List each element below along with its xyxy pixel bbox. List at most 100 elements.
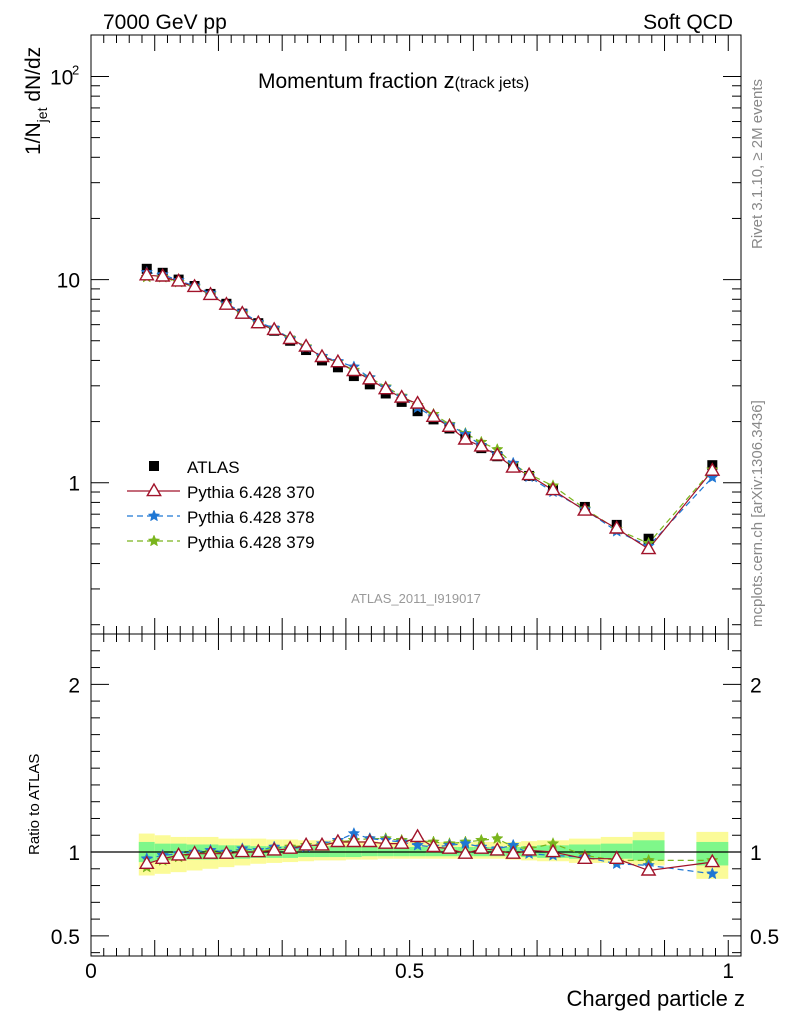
y-axis-label-main: 1/N <box>22 122 45 155</box>
series-marker <box>330 353 346 368</box>
series-marker <box>489 447 506 461</box>
header-left: 7000 GeV pp <box>103 11 227 34</box>
ratio-series-marker <box>266 841 283 856</box>
series-marker <box>473 438 490 452</box>
series-marker <box>425 408 442 422</box>
series-marker <box>457 430 474 445</box>
chart-title-sub: (track jets) <box>455 75 530 92</box>
ratio-series-marker <box>330 833 346 848</box>
ratio-y-axis-label: Ratio to ATLAS <box>26 754 43 855</box>
chart-title: Momentum fraction z(track jets) <box>258 68 529 93</box>
y-tick-label: 1 <box>68 473 80 496</box>
y-tick-label-top-exp: 2 <box>72 62 79 77</box>
header-right: Soft QCD <box>643 11 733 34</box>
series-marker <box>409 395 426 409</box>
series-line <box>146 271 713 547</box>
legend: ATLAS Pythia 6.428 370 Pythia 6.428 378 Pyt… <box>127 458 315 552</box>
ratio-series-marker <box>154 850 171 864</box>
ratio-series-marker <box>545 843 561 858</box>
ratio-tick-label-right: 2 <box>750 674 762 697</box>
ratio-tick-label-left: 2 <box>68 674 80 697</box>
series-marker <box>704 462 721 476</box>
series-marker <box>441 418 458 432</box>
watermark: ATLAS_2011_I919017 <box>351 591 481 606</box>
series-marker <box>345 362 362 377</box>
ratio-series-marker <box>457 845 474 859</box>
ratio-band-inner <box>361 846 378 857</box>
ratio-frame <box>90 633 742 957</box>
ratio-series-marker <box>170 847 187 861</box>
mcplots-label: mcplots.cern.ch [arXiv:1306.3436] <box>749 400 766 627</box>
chart-title-z: z <box>444 68 455 93</box>
series-marker <box>186 278 203 293</box>
data-point <box>412 406 423 417</box>
ratio-series-marker <box>608 850 625 864</box>
series-marker <box>138 266 155 281</box>
ratio-series-lines <box>138 826 721 880</box>
rivet-label: Rivet 3.1.10, ≥ 2M events <box>749 79 766 249</box>
series-marker <box>154 267 171 282</box>
series-line <box>146 276 713 545</box>
ratio-tick-label-right: 1 <box>750 842 762 865</box>
x-axis-label: Charged particle z <box>566 986 745 1011</box>
legend-label: Pythia 6.428 378 <box>187 508 315 527</box>
legend-marker-data <box>149 461 159 471</box>
series-marker <box>361 370 378 385</box>
ratio-band-inner <box>696 841 729 866</box>
main-series-lines <box>138 263 721 555</box>
ratio-series-marker <box>640 862 657 876</box>
ratio-tick-label-right: 0.5 <box>750 926 779 949</box>
series-marker <box>250 314 267 329</box>
series-marker <box>576 502 593 516</box>
ratio-series-marker <box>704 853 721 868</box>
series-marker <box>266 321 283 336</box>
ratio-series-marker <box>345 833 362 848</box>
ratio-series-marker <box>409 828 426 843</box>
series-marker <box>377 380 394 395</box>
y-tick-label-top: 10 <box>50 66 73 89</box>
x-tick-label: 0.5 <box>395 960 424 983</box>
legend-marker <box>147 534 161 547</box>
chart-title-main: Momentum fraction <box>258 70 444 93</box>
y-axis-label: 1/Njet dN/dz <box>22 47 50 155</box>
series-marker <box>170 273 187 287</box>
ratio-series-marker <box>250 843 267 858</box>
series-marker <box>202 286 219 301</box>
legend-label-data: ATLAS <box>187 458 240 477</box>
ratio-series-marker <box>441 840 458 854</box>
series-marker <box>640 540 657 555</box>
ratio-tick-label-left: 0.5 <box>51 926 80 949</box>
ratio-series-marker <box>489 841 506 856</box>
ratio-series-marker <box>314 836 330 851</box>
ratio-series-marker <box>234 843 251 858</box>
ratio-series-marker <box>576 850 593 864</box>
y-axis-label-sub: jet <box>34 107 50 123</box>
x-tick-label: 0 <box>85 960 97 983</box>
ratio-series-marker <box>411 838 424 851</box>
ratio-series-marker <box>425 838 442 853</box>
x-tick-label: 1 <box>722 960 734 983</box>
ratio-series-marker <box>202 845 219 859</box>
series-marker <box>521 466 538 481</box>
series-marker <box>298 338 314 352</box>
ratio-series-marker <box>473 840 490 854</box>
series-marker <box>545 481 561 496</box>
ratio-series-marker <box>377 835 394 849</box>
ratio-series-marker <box>218 845 235 859</box>
series-marker <box>282 330 299 345</box>
series-marker <box>393 389 410 403</box>
ratio-tick-label-left: 1 <box>68 842 80 865</box>
legend-label: Pythia 6.428 370 <box>187 483 315 502</box>
series-marker <box>608 520 625 534</box>
ratio-series-marker <box>393 835 410 849</box>
ratio-series-marker <box>505 845 522 859</box>
series-marker <box>314 348 330 363</box>
ratio-series-marker <box>282 840 299 854</box>
ratio-series-marker <box>138 855 155 869</box>
ratio-series-marker <box>705 867 719 880</box>
y-axis-label-rest: dN/dz <box>22 47 45 108</box>
ratio-series-marker <box>490 831 504 845</box>
series-marker <box>505 459 522 473</box>
